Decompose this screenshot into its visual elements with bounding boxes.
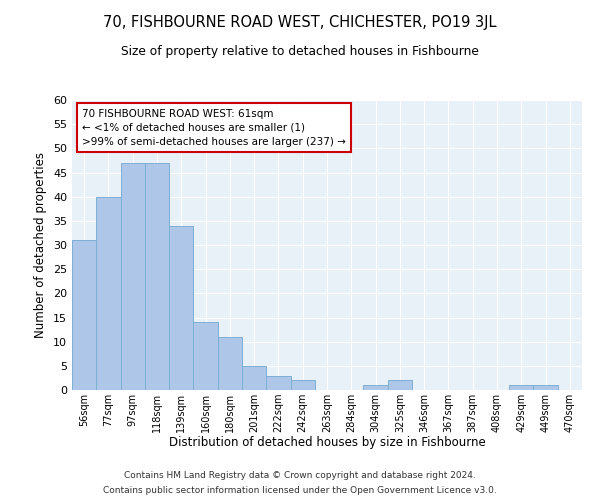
Bar — [242, 366, 266, 390]
Bar — [169, 226, 193, 390]
Bar — [218, 337, 242, 390]
Bar — [121, 163, 145, 390]
Text: Contains public sector information licensed under the Open Government Licence v3: Contains public sector information licen… — [103, 486, 497, 495]
Bar — [290, 380, 315, 390]
Text: 70 FISHBOURNE ROAD WEST: 61sqm
← <1% of detached houses are smaller (1)
>99% of : 70 FISHBOURNE ROAD WEST: 61sqm ← <1% of … — [82, 108, 346, 146]
Bar — [509, 385, 533, 390]
Bar — [364, 385, 388, 390]
Y-axis label: Number of detached properties: Number of detached properties — [34, 152, 47, 338]
Bar — [266, 376, 290, 390]
Text: Size of property relative to detached houses in Fishbourne: Size of property relative to detached ho… — [121, 45, 479, 58]
Bar — [533, 385, 558, 390]
Text: 70, FISHBOURNE ROAD WEST, CHICHESTER, PO19 3JL: 70, FISHBOURNE ROAD WEST, CHICHESTER, PO… — [103, 15, 497, 30]
Text: Contains HM Land Registry data © Crown copyright and database right 2024.: Contains HM Land Registry data © Crown c… — [124, 471, 476, 480]
Bar — [72, 240, 96, 390]
Bar — [388, 380, 412, 390]
Bar — [96, 196, 121, 390]
Bar — [145, 163, 169, 390]
Text: Distribution of detached houses by size in Fishbourne: Distribution of detached houses by size … — [169, 436, 485, 449]
Bar — [193, 322, 218, 390]
